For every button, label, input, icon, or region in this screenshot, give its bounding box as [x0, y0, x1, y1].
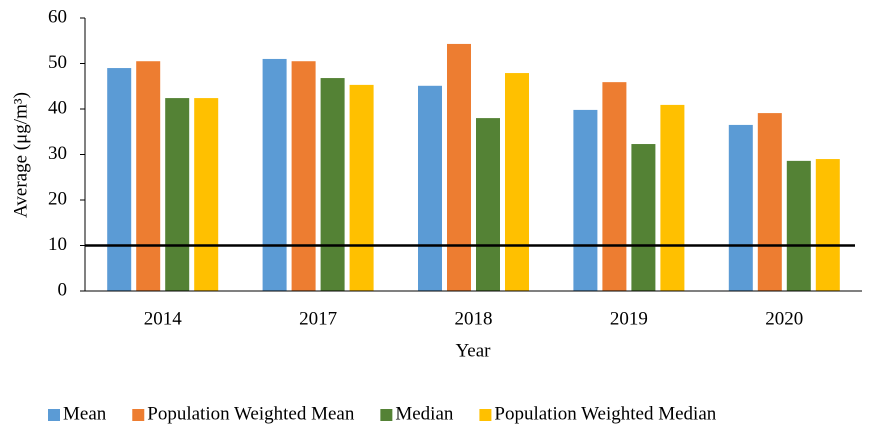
bar — [505, 73, 529, 292]
y-tick-label: 40 — [48, 97, 67, 118]
x-tick-label: 2019 — [610, 308, 648, 329]
y-tick-label: 60 — [48, 6, 67, 27]
legend-label: Population Weighted Mean — [147, 403, 355, 424]
bar — [757, 113, 782, 291]
legend-label: Mean — [63, 403, 107, 424]
bar — [476, 118, 500, 291]
bar — [262, 58, 287, 292]
x-tick-label: 2020 — [765, 308, 803, 329]
bar — [631, 144, 656, 291]
bar — [815, 159, 840, 291]
bar — [786, 160, 811, 291]
bar — [728, 124, 753, 291]
bar — [660, 104, 685, 291]
bar — [194, 98, 219, 291]
y-tick-label: 0 — [58, 279, 68, 300]
bar — [320, 78, 345, 291]
x-tick-label: 2018 — [455, 308, 493, 329]
bar — [349, 84, 374, 291]
bar — [447, 43, 471, 292]
y-tick-label: 10 — [48, 234, 67, 255]
bar — [107, 68, 132, 291]
legend-label: Population Weighted Median — [494, 403, 716, 424]
x-axis-label: Year — [455, 340, 491, 361]
y-tick-label: 30 — [48, 143, 67, 164]
y-axis-label: Average (μg/m³) — [10, 92, 31, 218]
legend-swatch — [479, 409, 492, 421]
legend-swatch — [380, 409, 393, 421]
bar — [136, 61, 161, 291]
y-tick-label: 20 — [48, 188, 67, 209]
bar — [573, 109, 598, 291]
y-tick-label: 50 — [48, 52, 67, 73]
legend-swatch — [132, 409, 145, 421]
legend-swatch — [48, 409, 60, 421]
bar — [291, 61, 316, 291]
bar — [418, 85, 442, 291]
x-tick-label: 2014 — [144, 308, 183, 329]
bar — [165, 98, 190, 291]
bar — [602, 82, 627, 291]
x-tick-label: 2017 — [299, 308, 337, 329]
legend-label: Median — [395, 403, 454, 424]
